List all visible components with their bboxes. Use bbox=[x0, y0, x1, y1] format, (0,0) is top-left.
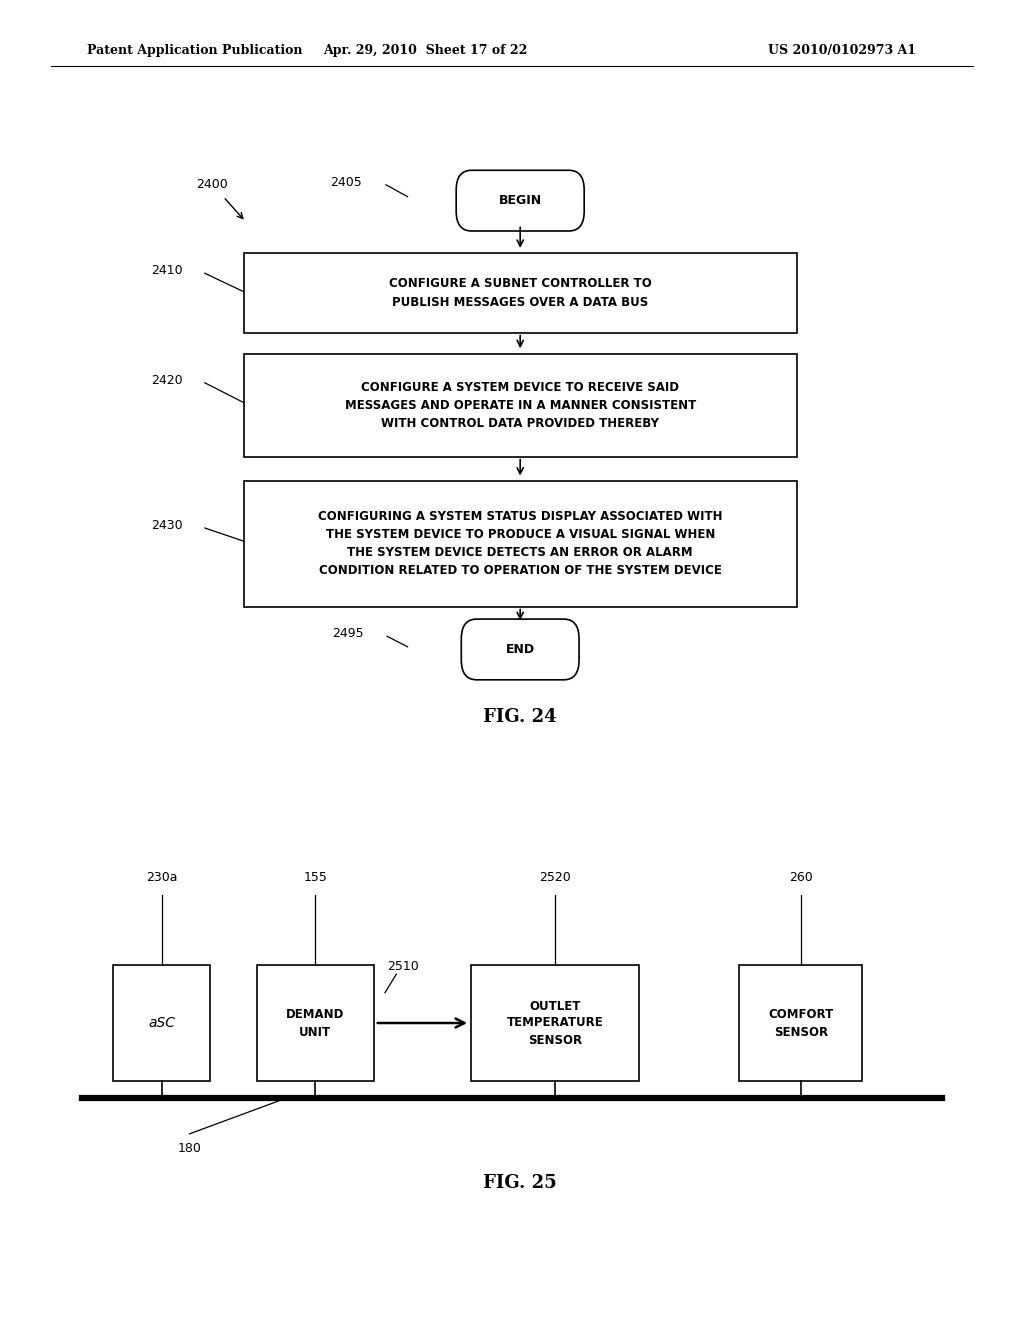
FancyBboxPatch shape bbox=[457, 170, 584, 231]
Text: 2510: 2510 bbox=[387, 960, 419, 973]
Bar bbox=[256, 965, 375, 1081]
Text: 2520: 2520 bbox=[539, 871, 571, 884]
Text: 2405: 2405 bbox=[330, 176, 361, 189]
Text: 2495: 2495 bbox=[332, 627, 364, 640]
Text: 260: 260 bbox=[788, 871, 813, 884]
Bar bbox=[244, 482, 797, 607]
Text: aSC: aSC bbox=[148, 1016, 175, 1030]
Text: 2430: 2430 bbox=[151, 519, 182, 532]
Text: DEMAND
UNIT: DEMAND UNIT bbox=[286, 1007, 345, 1039]
Text: US 2010/0102973 A1: US 2010/0102973 A1 bbox=[768, 44, 916, 57]
Bar bbox=[739, 965, 862, 1081]
Text: OUTLET
TEMPERATURE
SENSOR: OUTLET TEMPERATURE SENSOR bbox=[507, 999, 603, 1047]
Text: 155: 155 bbox=[303, 871, 328, 884]
Text: CONFIGURE A SYSTEM DEVICE TO RECEIVE SAID
MESSAGES AND OPERATE IN A MANNER CONSI: CONFIGURE A SYSTEM DEVICE TO RECEIVE SAI… bbox=[344, 380, 696, 430]
Bar bbox=[244, 253, 797, 333]
Text: FIG. 24: FIG. 24 bbox=[483, 708, 557, 726]
Text: CONFIGURING A SYSTEM STATUS DISPLAY ASSOCIATED WITH
THE SYSTEM DEVICE TO PRODUCE: CONFIGURING A SYSTEM STATUS DISPLAY ASSO… bbox=[317, 511, 723, 577]
Text: BEGIN: BEGIN bbox=[499, 194, 542, 207]
Text: 2420: 2420 bbox=[151, 374, 182, 387]
Text: FIG. 25: FIG. 25 bbox=[483, 1173, 557, 1192]
Text: Patent Application Publication: Patent Application Publication bbox=[87, 44, 302, 57]
Text: 180: 180 bbox=[177, 1142, 202, 1155]
Bar bbox=[244, 354, 797, 457]
Text: 230a: 230a bbox=[146, 871, 177, 884]
Text: 2410: 2410 bbox=[151, 264, 182, 277]
Text: Apr. 29, 2010  Sheet 17 of 22: Apr. 29, 2010 Sheet 17 of 22 bbox=[323, 44, 527, 57]
Text: END: END bbox=[506, 643, 535, 656]
Bar bbox=[471, 965, 639, 1081]
Text: CONFIGURE A SUBNET CONTROLLER TO
PUBLISH MESSAGES OVER A DATA BUS: CONFIGURE A SUBNET CONTROLLER TO PUBLISH… bbox=[389, 277, 651, 309]
Bar bbox=[113, 965, 211, 1081]
Text: 2400: 2400 bbox=[197, 178, 228, 191]
Text: COMFORT
SENSOR: COMFORT SENSOR bbox=[768, 1007, 834, 1039]
FancyBboxPatch shape bbox=[461, 619, 580, 680]
